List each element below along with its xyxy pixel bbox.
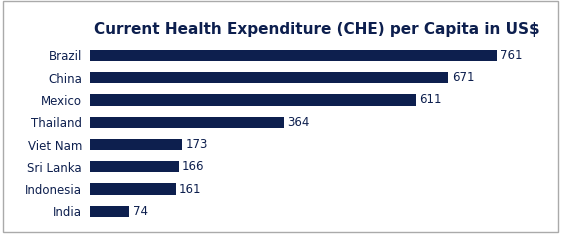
Bar <box>90 50 496 61</box>
Text: 166: 166 <box>182 160 204 173</box>
Bar <box>90 117 284 128</box>
Text: 611: 611 <box>420 94 442 106</box>
Title: Current Health Expenditure (CHE) per Capita in US$: Current Health Expenditure (CHE) per Cap… <box>94 22 540 37</box>
Bar <box>90 161 178 172</box>
Text: 671: 671 <box>452 71 474 84</box>
Bar <box>90 72 448 83</box>
Text: 364: 364 <box>288 116 310 129</box>
Text: 761: 761 <box>500 49 522 62</box>
Text: 173: 173 <box>186 138 208 151</box>
Bar <box>90 139 182 150</box>
Bar <box>90 183 176 195</box>
Bar <box>90 206 130 217</box>
Text: 161: 161 <box>179 183 201 196</box>
Text: 74: 74 <box>132 205 148 218</box>
Bar <box>90 95 416 106</box>
